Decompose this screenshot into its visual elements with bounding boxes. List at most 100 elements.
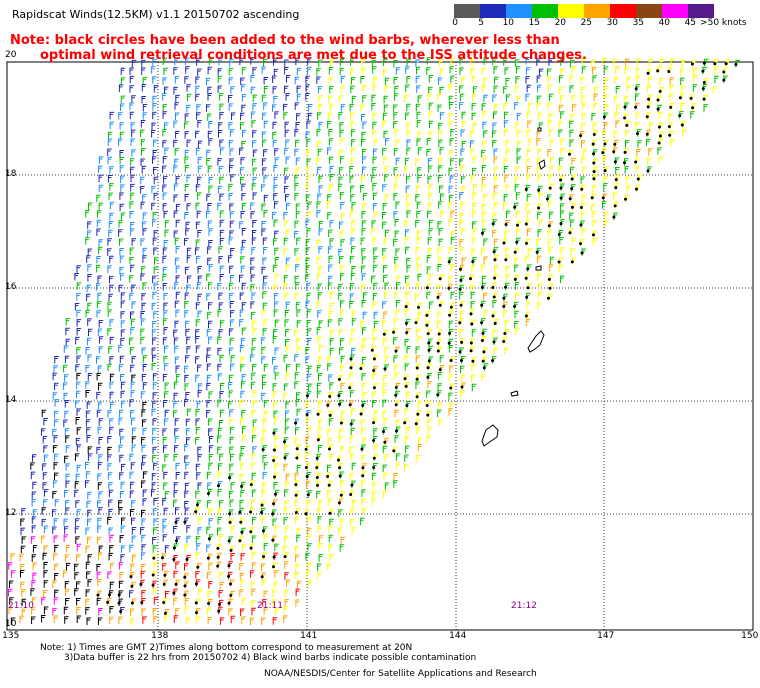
contamination-circle	[493, 276, 497, 280]
contamination-circle	[328, 395, 332, 398]
wind-barb	[427, 419, 432, 427]
wind-barb	[64, 526, 69, 534]
wind-barb	[460, 129, 466, 137]
wind-barb	[338, 248, 343, 257]
wind-barb	[448, 194, 454, 203]
wind-barb	[153, 282, 159, 290]
contamination-circle	[394, 403, 398, 407]
contamination-circle	[427, 341, 431, 345]
wind-barb	[373, 320, 379, 329]
wind-barb	[493, 238, 499, 247]
wind-barb	[53, 615, 59, 623]
contamination-circle	[272, 459, 276, 462]
wind-barb	[53, 597, 59, 605]
wind-barb	[140, 336, 145, 345]
wind-barb	[151, 473, 157, 481]
wind-barb	[537, 273, 542, 281]
wind-barb	[515, 66, 521, 74]
wind-barb	[417, 311, 423, 320]
contamination-circle	[239, 520, 243, 524]
wind-barb	[30, 471, 36, 480]
wind-barb	[142, 616, 147, 624]
wind-barb	[54, 399, 60, 407]
contamination-circle	[349, 493, 353, 496]
wind-barb	[384, 85, 390, 93]
wind-barb	[339, 192, 345, 200]
wind-barb	[152, 354, 157, 363]
wind-barb	[184, 374, 189, 383]
wind-barb	[295, 363, 301, 372]
wind-barb	[65, 338, 71, 347]
wind-barb	[250, 86, 256, 95]
wind-barb	[252, 149, 258, 157]
wind-barb	[121, 400, 126, 409]
contamination-circle	[447, 260, 451, 264]
wind-barb	[120, 390, 126, 399]
colorbar-label: 40	[658, 18, 671, 28]
wind-barb	[184, 156, 189, 164]
wind-barb	[492, 213, 497, 221]
wind-barb	[514, 85, 520, 94]
contamination-circle	[229, 582, 232, 586]
contamination-circle	[295, 447, 299, 451]
wind-barb	[96, 256, 101, 264]
wind-barb	[427, 176, 432, 184]
wind-barb	[208, 508, 213, 516]
wind-barb	[262, 471, 268, 480]
wind-barb	[483, 57, 488, 65]
wind-barb	[207, 482, 212, 490]
wind-barb	[426, 255, 432, 263]
wind-barb	[437, 409, 442, 418]
wind-barb	[118, 112, 123, 120]
wind-barb	[384, 165, 389, 174]
wind-barb	[163, 482, 168, 490]
wind-barb	[151, 347, 157, 356]
contamination-circle	[294, 511, 298, 514]
wind-barb	[141, 480, 146, 488]
contamination-circle	[130, 601, 134, 605]
contamination-circle	[480, 303, 484, 307]
wind-barb	[54, 563, 59, 572]
wind-barb	[85, 589, 91, 597]
wind-barb	[382, 490, 388, 499]
contamination-circle	[206, 556, 210, 560]
wind-barb	[395, 157, 401, 166]
wind-barb	[647, 157, 652, 165]
wind-barb	[65, 463, 71, 471]
wind-barb	[110, 562, 115, 571]
wind-barb	[43, 445, 48, 453]
wind-barb	[405, 275, 410, 284]
wind-barb	[393, 148, 399, 156]
wind-barb	[184, 563, 189, 571]
wind-barb	[184, 507, 190, 516]
wind-barb	[252, 67, 257, 75]
wind-barb	[252, 192, 258, 200]
wind-barb	[98, 320, 104, 328]
wind-barb	[76, 581, 81, 589]
wind-barb	[382, 410, 387, 419]
wind-barb	[494, 167, 499, 175]
wind-barb	[251, 535, 257, 543]
contamination-circle	[646, 105, 650, 109]
wind-barb	[459, 291, 464, 300]
wind-barb	[581, 57, 587, 66]
wind-barb	[261, 437, 266, 445]
wind-barb	[98, 545, 104, 554]
wind-barb	[316, 239, 321, 248]
wind-barb	[427, 247, 433, 256]
contamination-circle	[458, 350, 462, 354]
wind-barb	[505, 139, 510, 148]
wind-barb	[285, 93, 290, 101]
wind-barb	[503, 202, 508, 210]
wind-barb	[129, 201, 134, 209]
wind-barb	[472, 167, 477, 176]
wind-barb	[383, 156, 388, 165]
wind-barb	[131, 417, 136, 426]
contamination-circle	[372, 357, 376, 361]
wind-barb	[308, 104, 313, 112]
wind-barb	[97, 579, 102, 587]
contamination-circle	[315, 476, 319, 479]
wind-barb	[219, 229, 225, 238]
wind-barb	[153, 247, 158, 255]
wind-barb	[328, 95, 333, 104]
